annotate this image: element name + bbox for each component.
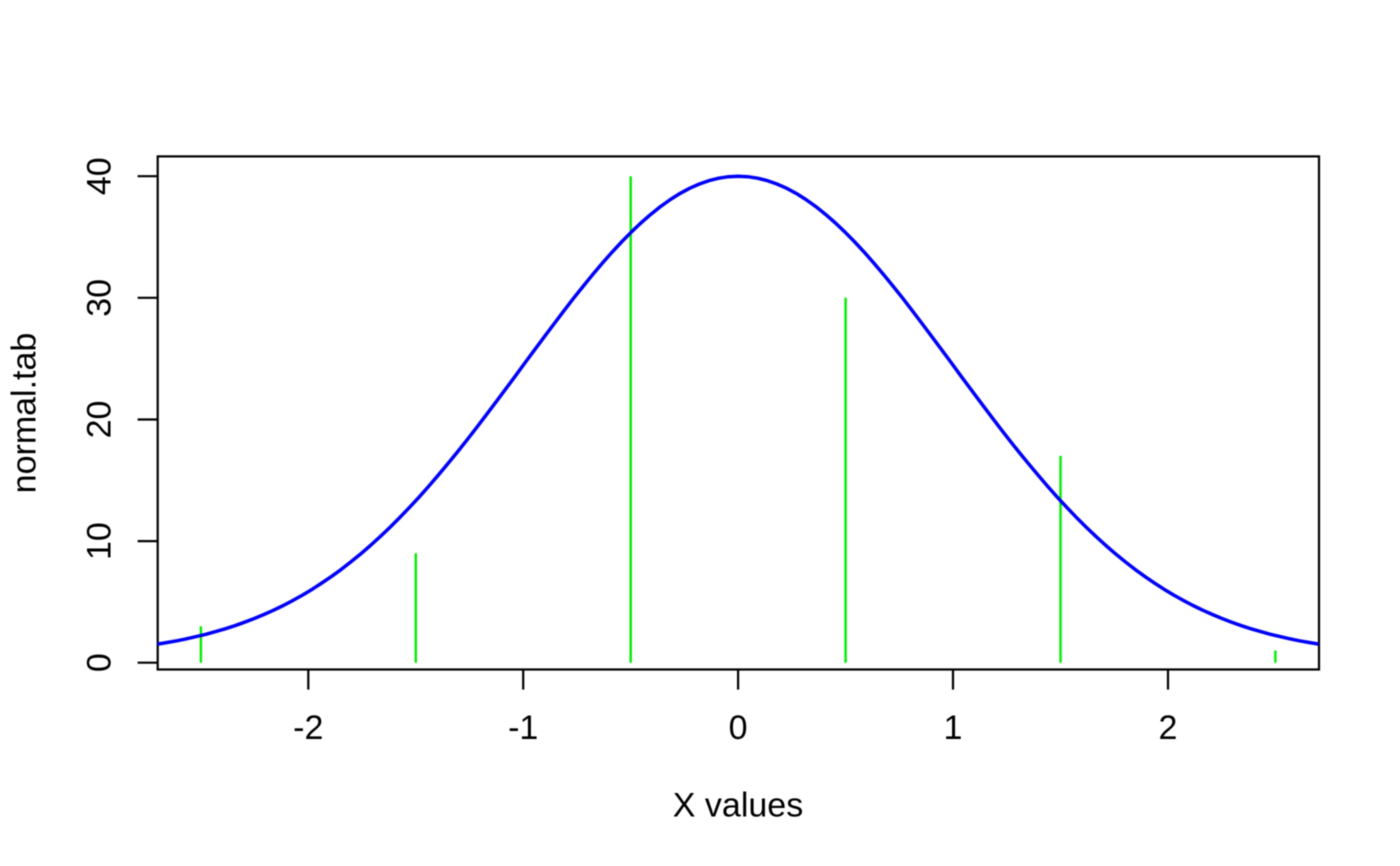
svg-text:40: 40 xyxy=(81,157,119,195)
svg-text:10: 10 xyxy=(81,522,119,560)
svg-text:X values: X values xyxy=(673,787,803,825)
svg-text:normal.tab: normal.tab xyxy=(6,333,44,494)
svg-text:20: 20 xyxy=(81,401,119,439)
svg-text:-2: -2 xyxy=(293,709,323,747)
svg-text:-1: -1 xyxy=(508,709,538,747)
svg-text:0: 0 xyxy=(729,709,748,747)
svg-text:1: 1 xyxy=(944,709,963,747)
svg-text:2: 2 xyxy=(1159,709,1178,747)
svg-text:0: 0 xyxy=(81,653,119,672)
svg-text:30: 30 xyxy=(81,279,119,317)
